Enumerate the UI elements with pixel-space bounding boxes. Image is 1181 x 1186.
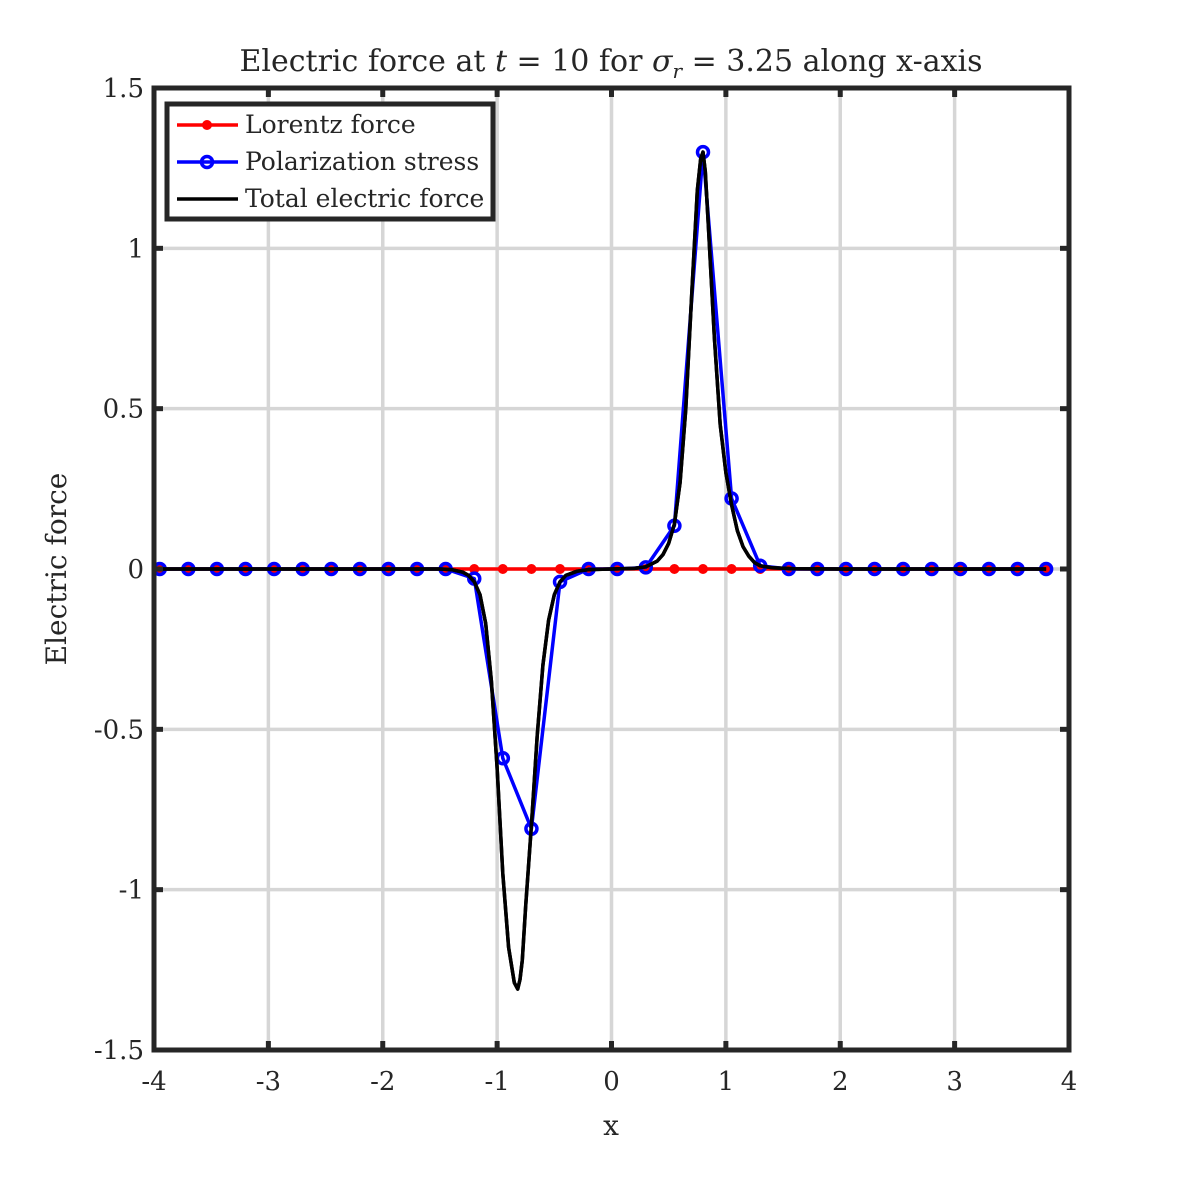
data-point <box>497 564 508 574</box>
series-line <box>159 150 1047 831</box>
y-tick-label: 1.5 <box>103 74 144 104</box>
legend-marker <box>199 154 215 170</box>
data-point <box>698 564 708 574</box>
data-point <box>669 564 680 574</box>
legend-marker <box>202 120 212 130</box>
x-tick-label: -4 <box>141 1067 166 1097</box>
legend-item: Polarization stress <box>177 147 479 176</box>
data-point <box>469 564 480 574</box>
total-line-overlay <box>159 150 1047 991</box>
y-tick-label: -0.5 <box>94 715 144 745</box>
x-tick-label: -2 <box>370 1067 395 1097</box>
y-axis-label: Electric force <box>40 473 73 666</box>
y-tick-label: 0.5 <box>103 395 144 425</box>
legend-label: Lorentz force <box>245 110 416 139</box>
data-point <box>552 574 568 590</box>
x-tick-label: 3 <box>946 1067 963 1097</box>
y-tick-label: 1 <box>127 234 144 264</box>
legend: Lorentz force Polarization stress Total el… <box>164 101 496 222</box>
legend-item: Lorentz force <box>177 110 416 139</box>
axes-frame <box>151 85 1072 1053</box>
y-tick-label: 0 <box>127 555 144 585</box>
x-tick-label: 1 <box>718 1067 735 1097</box>
legend-item: Total electric force <box>177 184 484 213</box>
y-tick-label: -1.5 <box>94 1036 144 1066</box>
x-tick-label: 0 <box>603 1067 620 1097</box>
series-layer <box>152 144 1054 991</box>
data-point <box>526 564 537 574</box>
x-axis-label: x <box>603 1109 619 1142</box>
x-tick-label: 2 <box>832 1067 849 1097</box>
axes-layer <box>151 85 1072 1053</box>
legend-label: Total electric force <box>245 184 484 213</box>
legend-label: Polarization stress <box>245 147 479 176</box>
x-tick-label: -1 <box>484 1067 509 1097</box>
x-tick-label: 4 <box>1061 1067 1078 1097</box>
data-point <box>1041 564 1052 574</box>
x-tick-label: -3 <box>256 1067 281 1097</box>
chart-title: Electric force at t = 10 for σr = 3.25 a… <box>239 44 982 83</box>
data-point <box>726 564 737 574</box>
data-point <box>555 564 566 574</box>
tick-labels: -4 -3 -2 -1 0 1 2 3 4 -1.5 -1 -0.5 0 0.5 1 1.5 <box>94 74 1077 1097</box>
y-tick-label: -1 <box>119 876 144 906</box>
